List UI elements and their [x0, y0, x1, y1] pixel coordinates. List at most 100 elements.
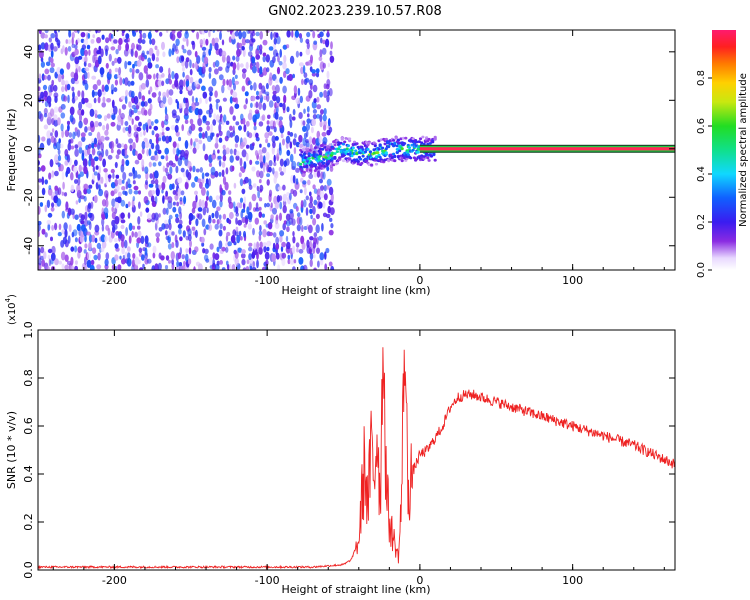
noise-speckle: [67, 46, 72, 52]
noise-speckle: [193, 141, 196, 148]
noise-speckle: [289, 141, 293, 149]
noise-speckle: [151, 142, 155, 150]
noise-speckle: [61, 210, 65, 219]
noise-speckle: [251, 38, 256, 43]
noise-speckle: [78, 101, 83, 111]
noise-speckle: [265, 54, 270, 63]
noise-speckle: [201, 218, 206, 228]
noise-speckle: [208, 30, 211, 38]
noise-speckle: [219, 31, 222, 40]
noise-speckle: [175, 99, 178, 104]
signal-cell: [400, 147, 404, 151]
noise-speckle: [319, 49, 323, 58]
noise-speckle: [234, 143, 238, 148]
noise-speckle: [292, 138, 297, 146]
noise-speckle: [164, 167, 169, 173]
noise-speckle: [146, 148, 150, 157]
noise-speckle: [84, 126, 88, 133]
noise-speckle: [129, 68, 133, 73]
noise-speckle: [140, 100, 146, 107]
noise-speckle: [160, 155, 165, 160]
noise-speckle: [229, 125, 233, 131]
noise-speckle: [255, 61, 260, 69]
noise-speckle: [74, 245, 78, 253]
noise-speckle: [164, 147, 169, 155]
noise-speckle: [128, 30, 131, 32]
noise-speckle: [142, 32, 147, 39]
noise-speckle: [110, 34, 114, 39]
noise-speckle: [313, 170, 318, 178]
noise-speckle: [171, 242, 175, 249]
noise-speckle: [95, 182, 99, 190]
signal-cell: [399, 145, 403, 148]
noise-speckle: [111, 99, 115, 109]
noise-speckle: [265, 82, 269, 90]
noise-speckle: [39, 255, 45, 260]
noise-speckle: [309, 259, 313, 267]
noise-speckle: [194, 138, 199, 143]
noise-speckle: [61, 129, 64, 138]
colorbar-label: Normalized spectral amplitude: [738, 73, 749, 227]
noise-speckle: [71, 32, 75, 39]
noise-speckle: [89, 108, 95, 117]
noise-speckle: [67, 39, 72, 45]
noise-speckle: [57, 187, 62, 196]
noise-speckle: [248, 253, 252, 261]
signal-cell: [341, 159, 346, 163]
noise-speckle: [235, 121, 240, 126]
noise-speckle: [165, 154, 169, 162]
noise-speckle: [319, 178, 323, 184]
noise-speckle: [266, 246, 270, 252]
noise-speckle: [128, 188, 133, 195]
noise-speckle: [211, 199, 217, 209]
noise-speckle: [116, 30, 119, 32]
noise-speckle: [271, 85, 276, 91]
noise-speckle: [50, 42, 54, 51]
noise-speckle: [97, 96, 101, 104]
noise-speckle: [120, 239, 125, 248]
noise-speckle: [101, 240, 107, 249]
noise-speckle: [299, 189, 303, 194]
noise-speckle: [175, 38, 180, 46]
noise-speckle: [210, 166, 216, 176]
noise-speckle: [70, 184, 75, 193]
noise-speckle: [132, 195, 136, 202]
noise-speckle: [155, 57, 159, 62]
noise-speckle: [266, 179, 270, 186]
noise-speckle: [43, 251, 47, 260]
noise-speckle: [105, 62, 109, 69]
signal-cell: [346, 144, 350, 148]
noise-speckle: [107, 227, 111, 236]
snr-frame: [37, 329, 676, 571]
noise-speckle: [328, 126, 333, 133]
noise-speckle: [275, 242, 280, 250]
signal-cell: [343, 140, 347, 144]
noise-speckle: [88, 49, 91, 56]
noise-speckle: [100, 176, 104, 184]
noise-speckle: [132, 63, 135, 69]
signal-cell: [400, 159, 404, 163]
noise-speckle: [211, 132, 215, 137]
noise-speckle: [215, 98, 221, 103]
noise-speckle: [219, 184, 222, 193]
noise-speckle: [208, 224, 213, 231]
noise-speckle: [292, 108, 296, 116]
noise-speckle: [278, 166, 283, 172]
noise-speckle: [181, 66, 185, 72]
noise-speckle: [266, 93, 270, 102]
noise-speckle: [141, 254, 145, 261]
noise-speckle: [246, 259, 250, 265]
snr-x-tick-label: 100: [562, 574, 583, 587]
noise-speckle: [100, 48, 104, 58]
signal-cell: [338, 145, 342, 149]
signal-cell: [416, 150, 420, 154]
noise-speckle: [313, 237, 317, 245]
noise-speckle: [154, 178, 159, 185]
noise-speckle: [300, 235, 305, 245]
signal-cell: [394, 136, 398, 140]
noise-speckle: [287, 131, 291, 136]
noise-speckle: [42, 75, 48, 80]
noise-speckle: [166, 89, 170, 98]
noise-speckle: [132, 166, 136, 174]
noise-speckle: [195, 142, 200, 150]
